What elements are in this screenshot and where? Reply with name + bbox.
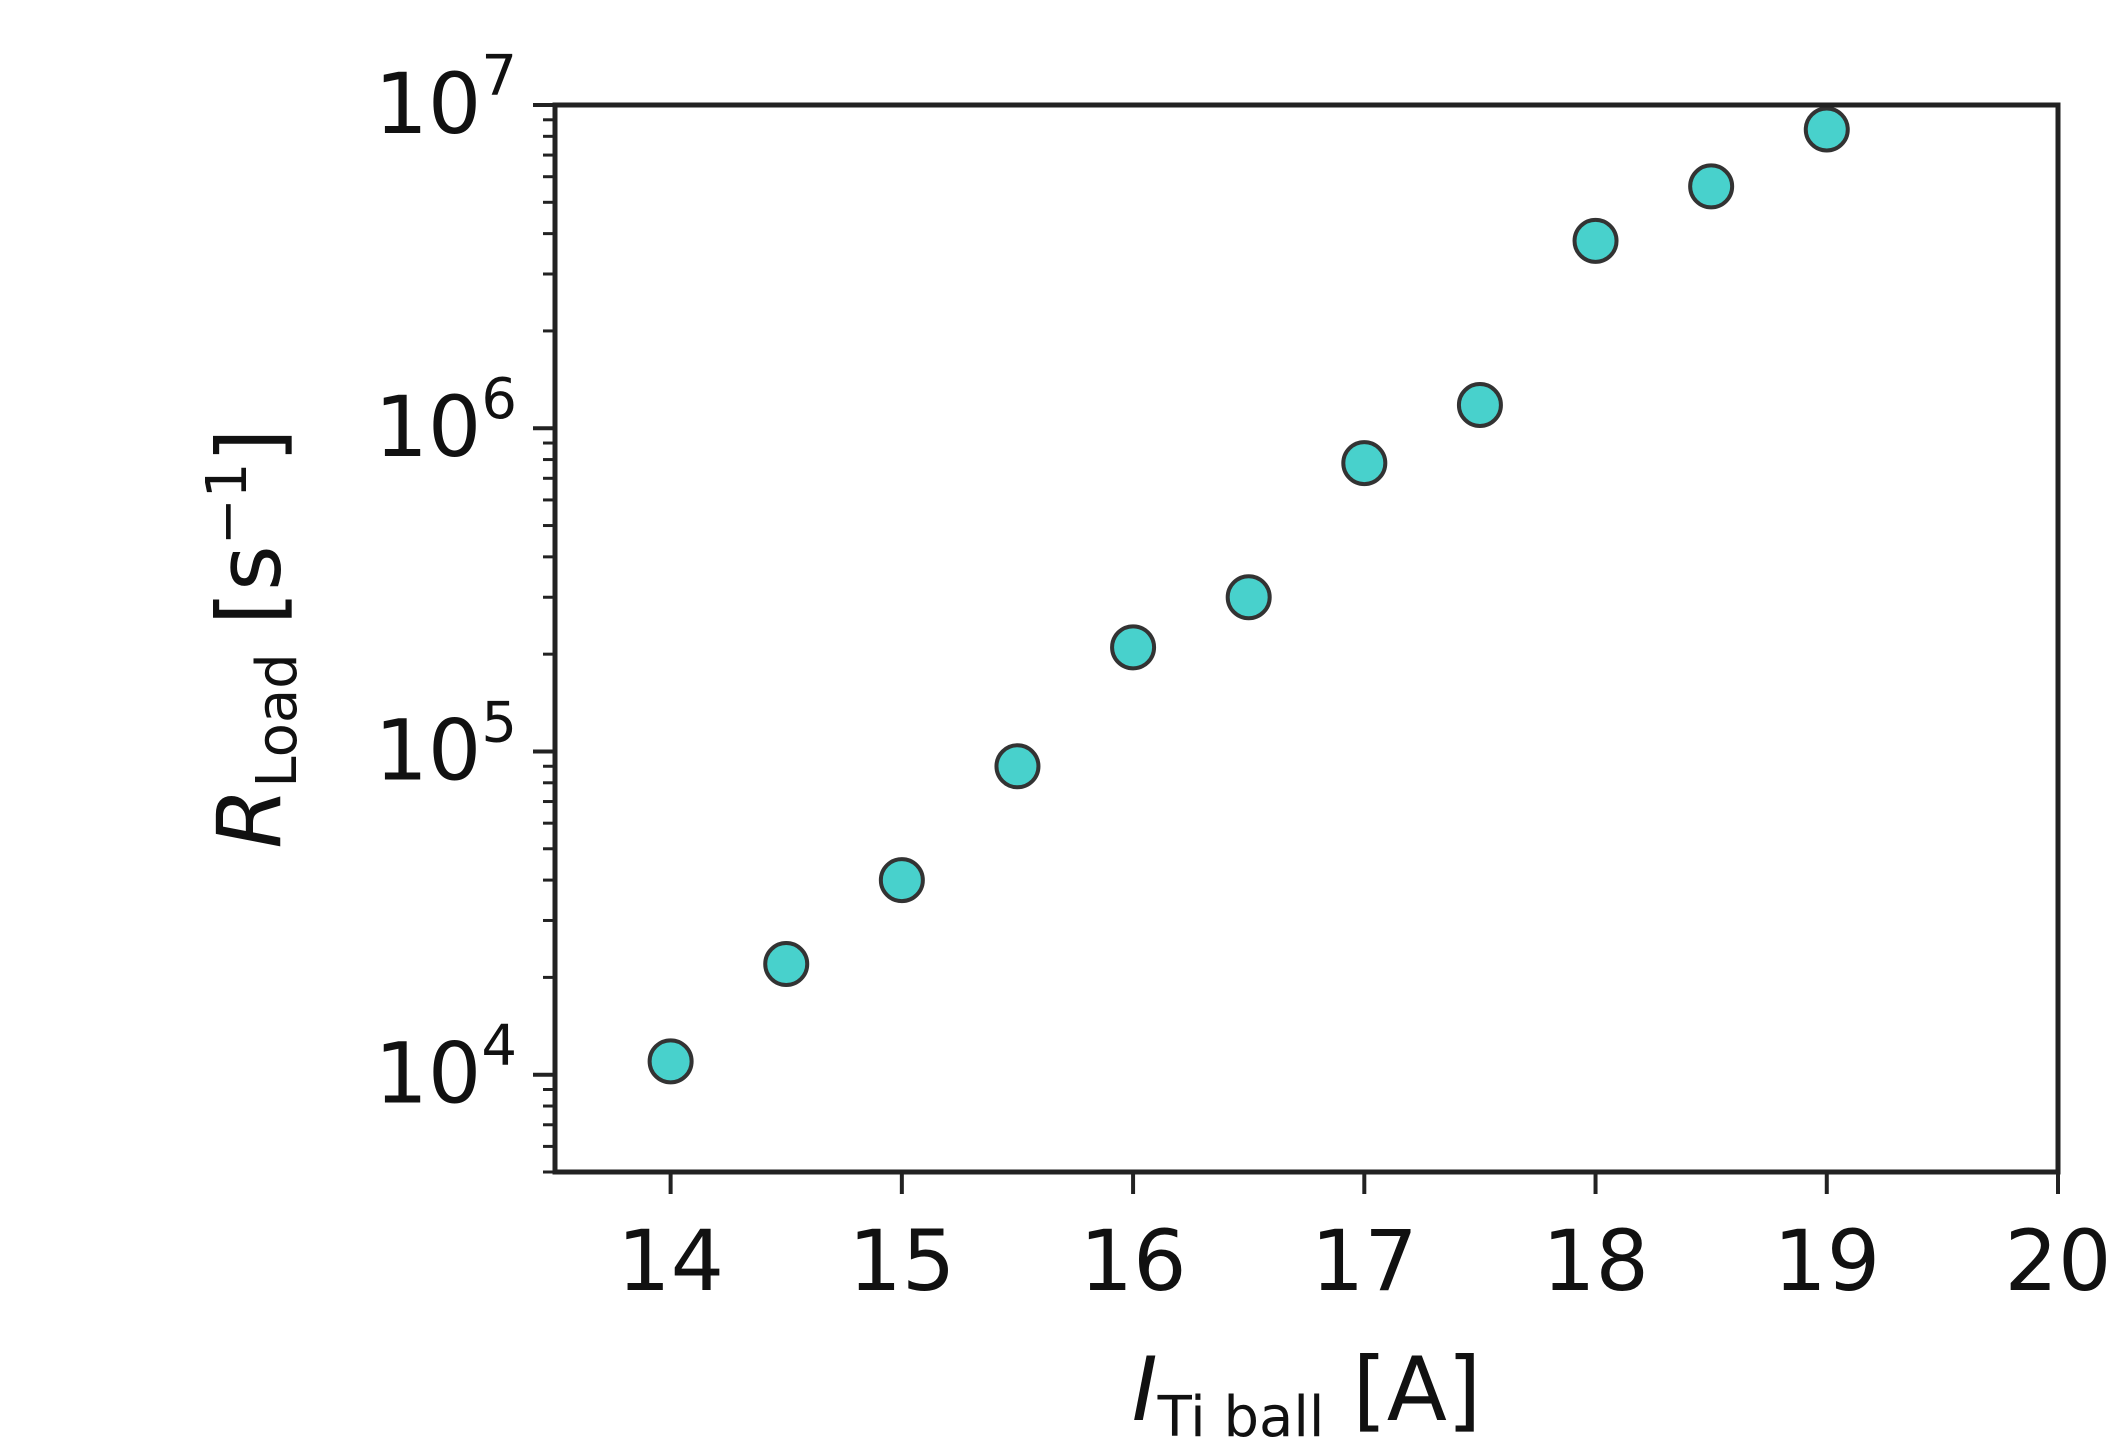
data-point: [1688, 163, 1735, 210]
data-point: [994, 743, 1041, 790]
y-axis-subscript: Load: [245, 653, 310, 787]
x-axis-label: ITi ball [A]: [1132, 1338, 1482, 1450]
data-point: [1110, 624, 1157, 671]
y-tick-exponent: 4: [481, 1014, 517, 1079]
y-tick-label: 105: [374, 690, 517, 799]
y-tick-label: 104: [374, 1014, 517, 1123]
x-tick-label: 18: [1542, 1212, 1649, 1310]
y-axis-label: RLoad [s−1]: [195, 428, 310, 849]
data-point: [763, 941, 810, 988]
x-tick-label: 14: [617, 1212, 724, 1310]
data-point: [1456, 381, 1503, 428]
y-axis-unit-close: ]: [198, 428, 301, 462]
y-axis-symbol: R: [198, 788, 301, 849]
data-points: [647, 106, 1850, 1085]
plot-frame: [552, 102, 2061, 1175]
y-tick-base: 10: [374, 55, 481, 153]
y-tick-label: 107: [374, 44, 517, 153]
y-tick-label: 106: [374, 367, 517, 476]
y-axis-unit-open: [s: [198, 545, 301, 653]
y-tick-exponent: 5: [481, 690, 517, 755]
data-point: [878, 857, 925, 904]
y-tick-base: 10: [374, 701, 481, 799]
x-axis-symbol: I: [1132, 1338, 1158, 1441]
x-tick-label: 19: [1773, 1212, 1880, 1310]
x-tick-label: 20: [2005, 1212, 2112, 1310]
x-tick-label: 17: [1311, 1212, 1418, 1310]
axis-ticks: [533, 103, 2060, 1194]
y-axis-unit-sup: −1: [195, 463, 260, 546]
y-tick-exponent: 6: [481, 367, 517, 432]
data-point: [1341, 440, 1388, 487]
data-point: [1225, 574, 1272, 621]
x-axis-unit: [A]: [1324, 1338, 1481, 1441]
data-point: [1572, 217, 1619, 264]
x-tick-label: 15: [848, 1212, 955, 1310]
x-axis-subscript: Ti ball: [1157, 1385, 1325, 1450]
y-tick-base: 10: [374, 1025, 481, 1123]
y-tick-base: 10: [374, 378, 481, 476]
x-tick-label: 16: [1080, 1212, 1187, 1310]
data-point: [647, 1038, 694, 1085]
data-point: [1803, 106, 1850, 153]
y-tick-exponent: 7: [481, 44, 517, 109]
